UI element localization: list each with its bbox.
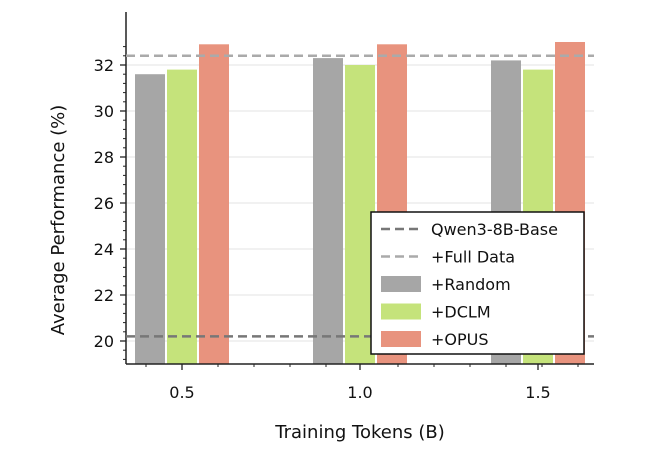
x-tick-label-1.5: 1.5 xyxy=(525,383,550,402)
reference-lines xyxy=(126,54,594,338)
y-tick-label-30: 30 xyxy=(94,102,114,121)
y-tick-label-22: 22 xyxy=(94,286,114,305)
bar-opus-0.5 xyxy=(199,44,229,365)
x-axis-title: Training Tokens (B) xyxy=(274,422,444,443)
legend-swatch-dclm xyxy=(381,303,421,320)
x-tick-label-0.5: 0.5 xyxy=(169,383,194,402)
legend-label-qwen38bbase: Qwen3-8B-Base xyxy=(431,220,558,239)
legend-swatch-random xyxy=(381,276,421,292)
legend-label-fulldata: +Full Data xyxy=(431,248,515,267)
bar-random-0.5 xyxy=(135,74,165,364)
legend-label-opus: +OPUS xyxy=(431,330,489,349)
bar-dclm-1.0 xyxy=(345,65,375,364)
y-tick-label-20: 20 xyxy=(94,332,114,351)
y-tick-label-32: 32 xyxy=(94,56,114,75)
y-tick-label-28: 28 xyxy=(94,148,114,167)
legend-label-random: +Random xyxy=(431,275,511,294)
bar-random-1.0 xyxy=(313,58,343,364)
legend-label-dclm: +DCLM xyxy=(431,303,491,322)
y-axis-title: Average Performance (%) xyxy=(48,105,69,336)
y-tick-label-24: 24 xyxy=(94,240,114,259)
axes: 20 22 24 26 28 30 32 0.5 1.0 1.5 xyxy=(94,12,594,402)
bar-dclm-0.5 xyxy=(167,69,197,364)
legend: Qwen3-8B-Base +Full Data +Random +DCLM +OPUS xyxy=(370,211,585,355)
legend-swatch-opus xyxy=(381,331,421,347)
y-tick-label-26: 26 xyxy=(94,194,114,213)
x-tick-label-1.0: 1.0 xyxy=(347,383,372,402)
